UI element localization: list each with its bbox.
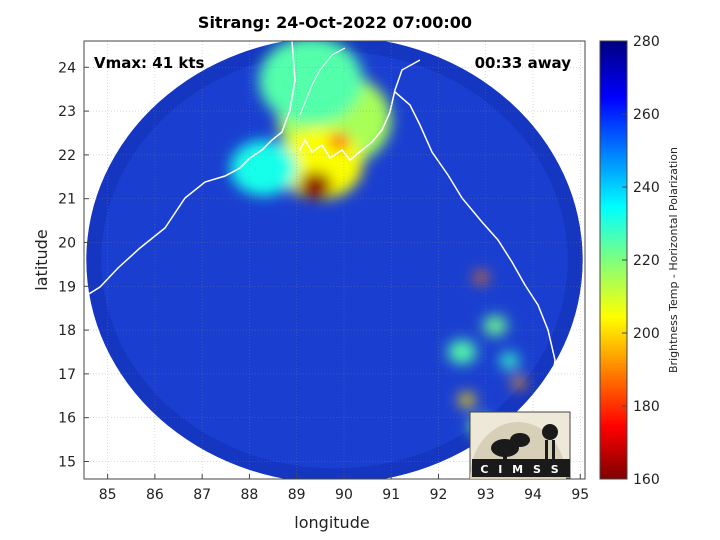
logo-text: C I M S S	[480, 463, 561, 476]
chart-title: Sitrang: 24-Oct-2022 07:00:00	[198, 13, 472, 32]
tb-feature-9	[499, 352, 519, 369]
y-tick-label-9: 24	[58, 60, 76, 76]
time-away-annotation: 00:33 away	[475, 54, 572, 72]
x-tick-label-5: 90	[335, 487, 353, 503]
x-tick-label-6: 91	[382, 487, 400, 503]
x-axis-label: longitude	[294, 513, 369, 532]
vmax-annotation: Vmax: 41 kts	[94, 54, 204, 72]
y-tick-label-5: 20	[58, 235, 76, 251]
x-tick-label-7: 92	[430, 487, 448, 503]
colorbar-tick-label-0: 160	[633, 472, 660, 488]
tb-feature-10	[458, 393, 476, 408]
x-ticks: 85 86 87 88 89 90 91 92 93 94 95	[99, 474, 589, 503]
border-line	[299, 47, 346, 116]
x-tick-label-0: 85	[99, 487, 117, 503]
x-tick-label-10: 95	[571, 487, 589, 503]
y-tick-label-1: 16	[58, 411, 76, 427]
x-tick-label-2: 87	[193, 487, 211, 503]
colorbar-label: Brightness Temp - Horizontal Polarizatio…	[667, 147, 680, 373]
x-tick-label-3: 88	[241, 487, 259, 503]
y-tick-label-8: 23	[58, 104, 76, 120]
y-ticks: 15 16 17 18 19 20 21 22 23 24	[58, 60, 89, 470]
tb-feature-4	[299, 171, 333, 200]
cimss-logo: C I M S S	[469, 411, 571, 479]
colorbar-tick-label-5: 260	[633, 107, 660, 123]
coastline-myanmar	[394, 91, 556, 411]
tb-feature-11	[473, 271, 489, 284]
tb-feature-1	[258, 41, 363, 124]
tb-feature-5	[447, 340, 477, 364]
colorbar-tick-label-4: 240	[633, 180, 660, 196]
tb-feature-8	[329, 133, 349, 150]
tb-feature-7	[483, 315, 508, 336]
colorbar-tick-label-6: 280	[633, 34, 660, 50]
colorbar-tick-label-1: 180	[633, 399, 660, 415]
colorbar-ticks: 160 180 200 220 240 260 280	[622, 34, 660, 488]
colorbar-tick-label-2: 200	[633, 326, 660, 342]
x-tick-label-8: 93	[477, 487, 495, 503]
coastline-bangladesh	[299, 59, 421, 162]
y-tick-label-2: 17	[58, 367, 76, 383]
y-tick-label-0: 15	[58, 454, 76, 470]
colorbar-tick-label-3: 220	[633, 253, 660, 269]
y-axis-label: latitude	[32, 229, 51, 290]
tb-feature-12	[511, 376, 526, 389]
y-tick-label-7: 22	[58, 148, 76, 164]
x-tick-label-9: 94	[524, 487, 542, 503]
x-tick-label-4: 89	[288, 487, 306, 503]
axes-frame	[83, 40, 586, 480]
grid-lines	[84, 41, 585, 479]
y-tick-label-6: 21	[58, 192, 76, 208]
coastline-india	[84, 41, 296, 298]
y-tick-label-4: 19	[58, 279, 76, 295]
x-tick-label-1: 86	[146, 487, 164, 503]
microwave-swath	[86, 41, 583, 479]
tb-feature-3	[230, 140, 297, 196]
y-tick-label-3: 18	[58, 323, 76, 339]
